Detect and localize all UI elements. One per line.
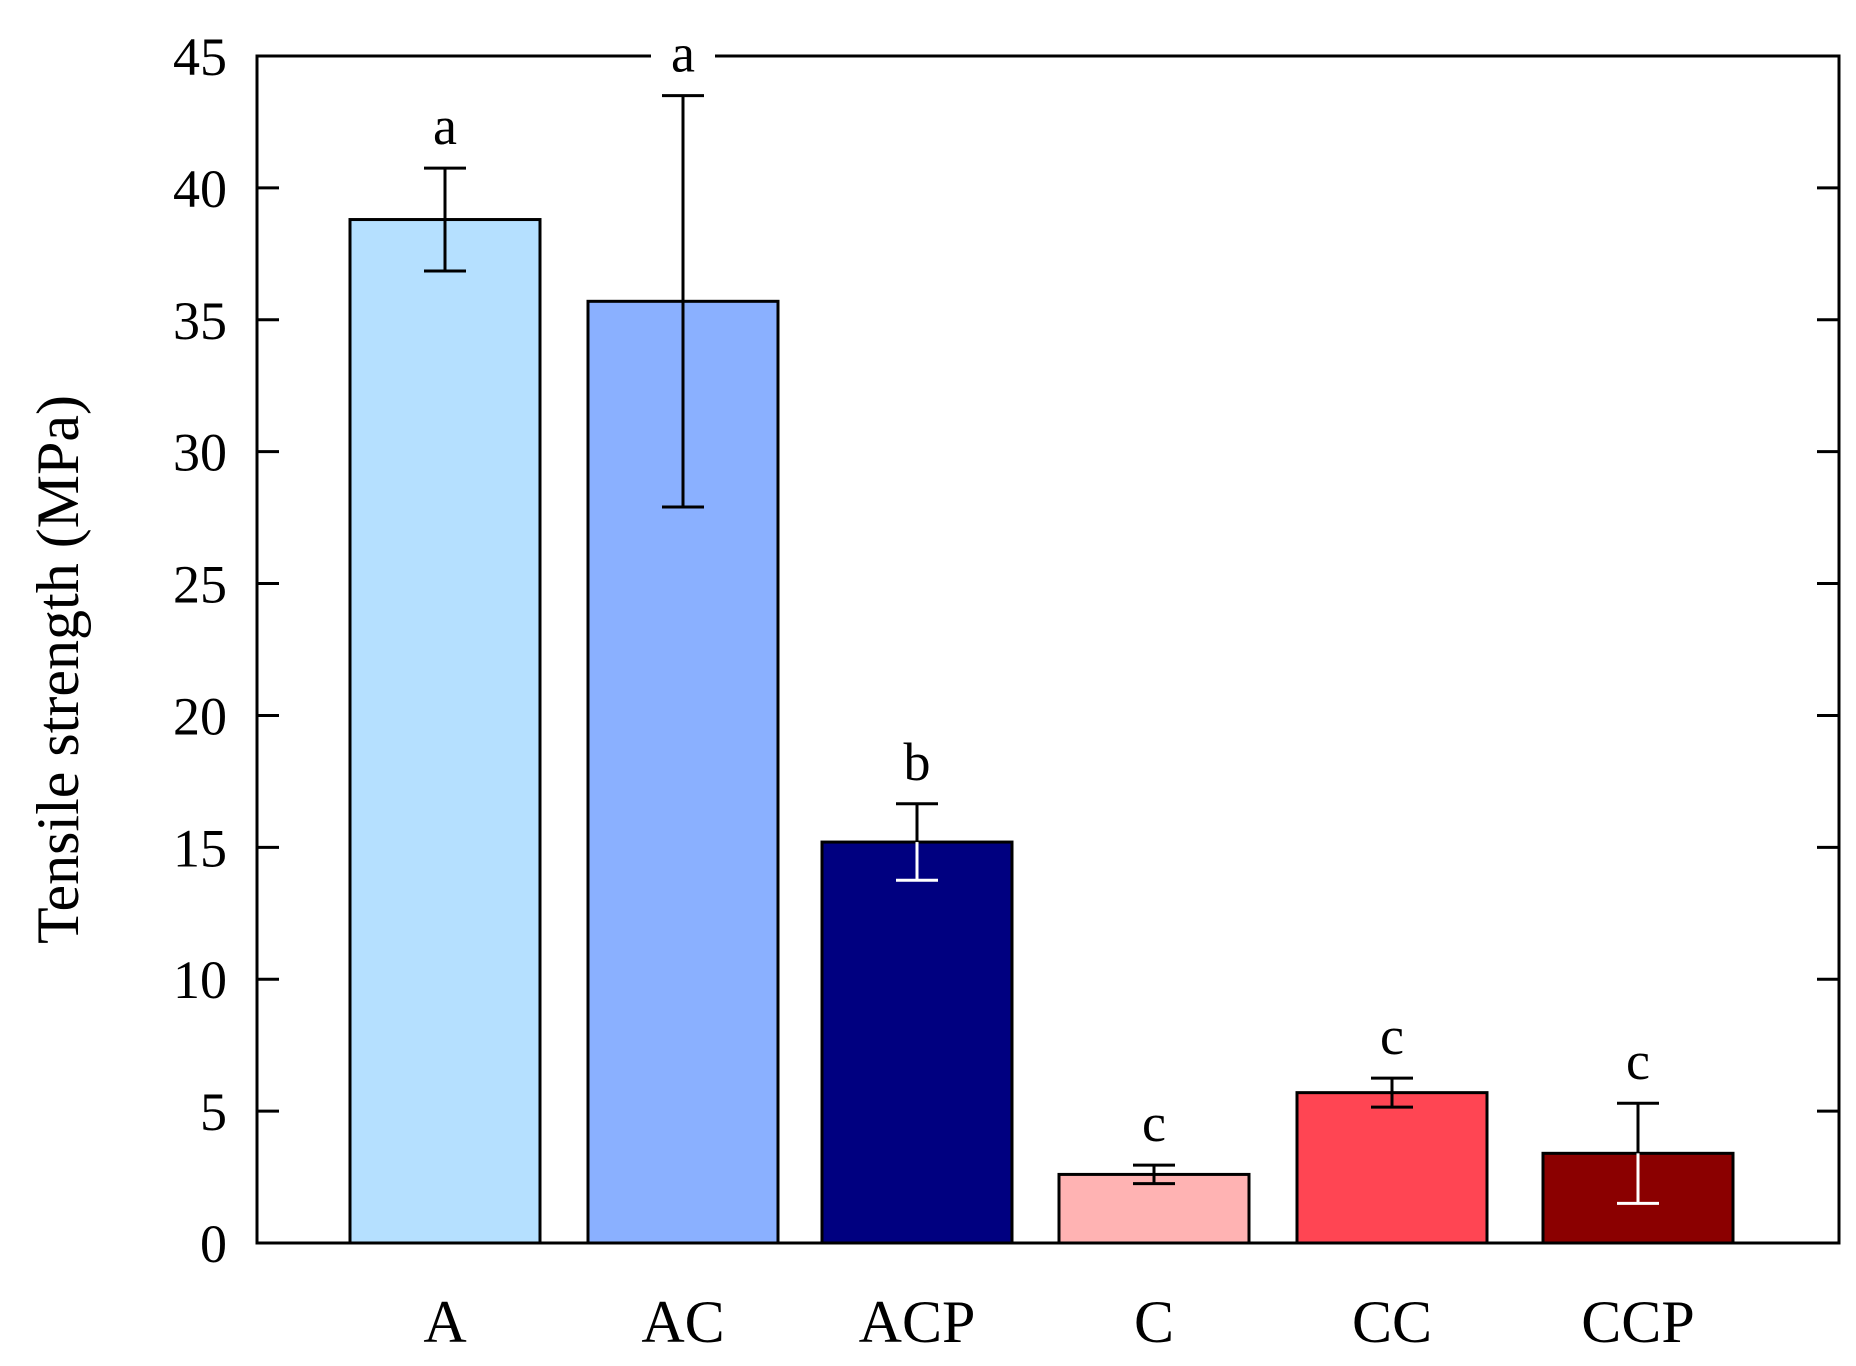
y-tick-label-20: 20 [173, 686, 227, 746]
y-tick-label-5: 5 [200, 1082, 227, 1142]
sig-label-c: c [1142, 1093, 1166, 1153]
plot-frame [255, 54, 1841, 1245]
sig-label-acp: b [904, 732, 931, 792]
y-tick-label-40: 40 [173, 159, 227, 219]
bar-cc [1295, 1091, 1489, 1245]
x-tick-label-ac: AC [641, 1289, 724, 1355]
x-tick-label-cc: CC [1352, 1289, 1432, 1355]
sig-label-bg-ac [651, 27, 715, 88]
bars-group: a a b c c c [348, 24, 1735, 1245]
x-tick-label-acp: ACP [859, 1289, 976, 1355]
y-tick-label-10: 10 [173, 950, 227, 1010]
y-axis-ticks: 0 5 10 15 20 25 30 35 40 45 [173, 27, 1839, 1274]
sig-label-cc: c [1380, 1006, 1404, 1066]
y-tick-label-35: 35 [173, 291, 227, 351]
bar-acp [820, 840, 1014, 1245]
sig-label-a: a [433, 96, 457, 156]
y-tick-label-25: 25 [173, 555, 227, 615]
bar-a [348, 218, 542, 1245]
x-tick-label-a: A [423, 1289, 466, 1355]
y-tick-label-0: 0 [200, 1214, 227, 1274]
x-tick-label-c: C [1134, 1289, 1174, 1355]
y-tick-label-45: 45 [173, 27, 227, 87]
sig-label-ccp: c [1626, 1031, 1650, 1091]
x-tick-label-ccp: CCP [1581, 1289, 1694, 1355]
y-tick-label-15: 15 [173, 818, 227, 878]
x-axis-labels: A AC ACP C CC CCP [423, 1289, 1694, 1355]
y-axis-title: Tensile strength (MPa) [25, 395, 91, 944]
y-tick-label-30: 30 [173, 423, 227, 483]
sig-label-ac: a [671, 24, 695, 84]
